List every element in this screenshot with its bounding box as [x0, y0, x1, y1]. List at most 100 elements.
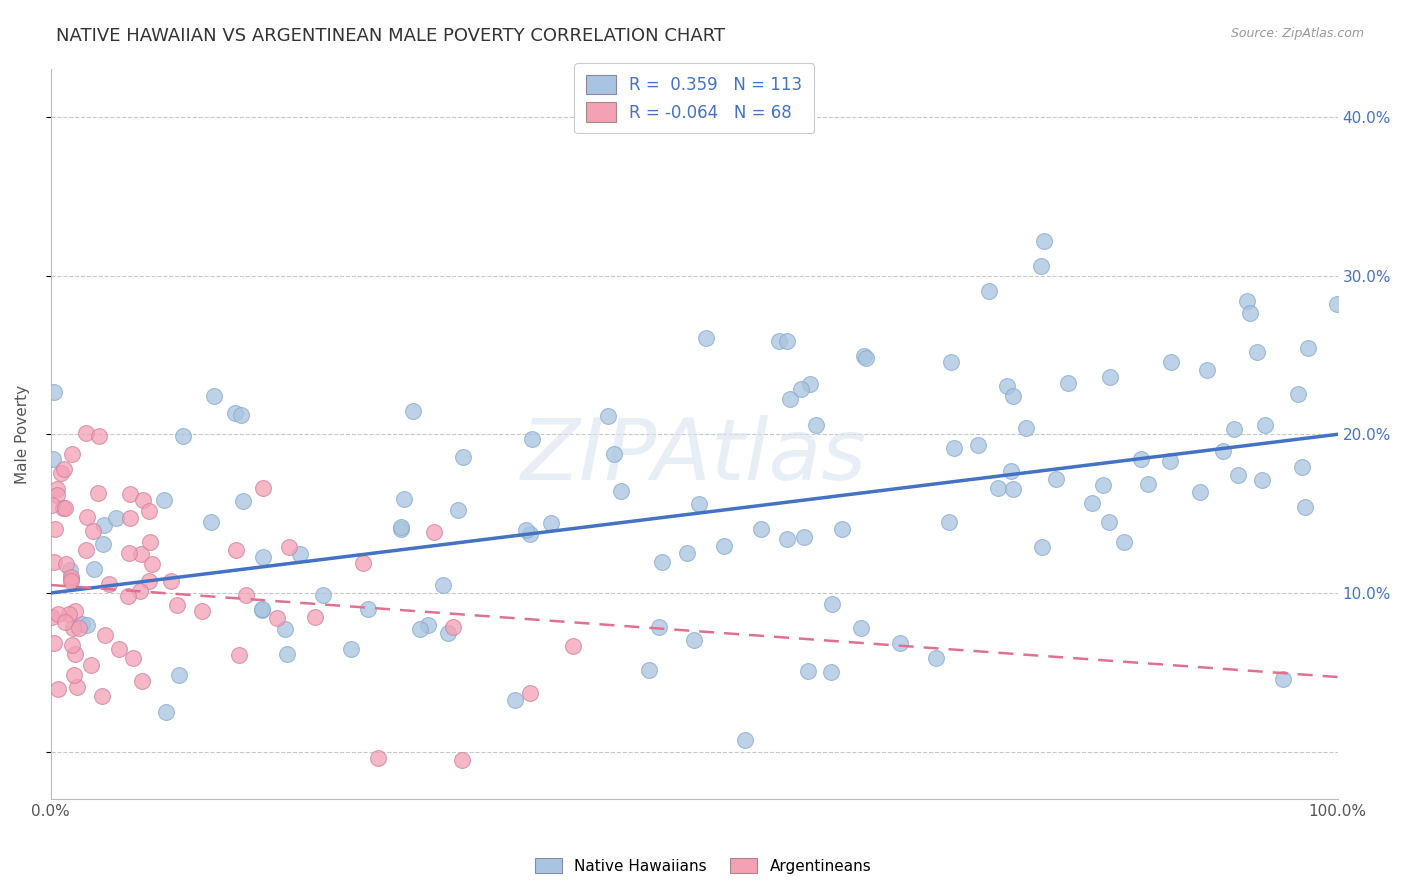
Point — [695, 331, 717, 345]
Point — [995, 378, 1018, 392]
Point — [70, 616, 93, 631]
Point — [1031, 540, 1053, 554]
Point — [799, 376, 821, 391]
Point — [42, 636, 65, 650]
Point — [235, 588, 257, 602]
Point — [831, 522, 853, 536]
Point — [200, 515, 222, 529]
Point — [225, 542, 247, 557]
Point — [1223, 422, 1246, 436]
Point — [889, 636, 911, 650]
Point — [1001, 389, 1024, 403]
Point — [167, 668, 190, 682]
Point — [105, 510, 128, 524]
Point — [1015, 420, 1038, 434]
Point — [776, 532, 799, 546]
Point — [520, 432, 543, 446]
Text: NATIVE HAWAIIAN VS ARGENTINEAN MALE POVERTY CORRELATION CHART: NATIVE HAWAIIAN VS ARGENTINEAN MALE POVE… — [56, 27, 725, 45]
Point — [159, 574, 181, 588]
Point — [651, 555, 673, 569]
Point — [562, 639, 585, 653]
Point — [152, 492, 174, 507]
Point — [117, 546, 139, 560]
Point — [1092, 477, 1115, 491]
Point — [450, 753, 472, 767]
Point — [62, 668, 84, 682]
Point — [138, 504, 160, 518]
Point — [749, 522, 772, 536]
Point — [60, 447, 83, 461]
Point — [76, 617, 98, 632]
Point — [409, 622, 432, 636]
Point — [276, 647, 298, 661]
Point — [65, 647, 87, 661]
Point — [637, 663, 659, 677]
Point — [688, 497, 710, 511]
Point — [1227, 468, 1250, 483]
Point — [41, 610, 63, 624]
Point — [357, 601, 380, 615]
Point — [139, 535, 162, 549]
Point — [1291, 460, 1313, 475]
Point — [925, 651, 948, 665]
Point — [138, 574, 160, 588]
Point — [59, 563, 82, 577]
Point — [938, 515, 960, 529]
Point — [59, 570, 82, 584]
Point — [75, 425, 97, 440]
Point — [60, 638, 83, 652]
Point — [91, 537, 114, 551]
Point — [141, 557, 163, 571]
Point — [252, 602, 274, 616]
Point — [98, 577, 121, 591]
Point — [1286, 387, 1309, 401]
Point — [44, 522, 66, 536]
Point — [401, 404, 423, 418]
Point — [340, 641, 363, 656]
Point — [62, 621, 84, 635]
Point — [821, 597, 844, 611]
Point — [855, 351, 877, 365]
Point — [252, 549, 274, 564]
Point — [117, 589, 139, 603]
Point — [987, 482, 1010, 496]
Point — [734, 732, 756, 747]
Point — [48, 607, 70, 622]
Point — [1029, 259, 1052, 273]
Point — [596, 409, 619, 423]
Point — [87, 429, 110, 443]
Legend: Native Hawaiians, Argentineans: Native Hawaiians, Argentineans — [529, 852, 877, 880]
Point — [108, 641, 131, 656]
Point — [55, 557, 77, 571]
Point — [67, 621, 90, 635]
Point — [94, 628, 117, 642]
Point — [852, 350, 875, 364]
Point — [224, 407, 246, 421]
Point — [603, 447, 626, 461]
Point — [610, 483, 633, 498]
Point — [352, 556, 374, 570]
Point — [91, 689, 114, 703]
Point — [278, 541, 301, 555]
Point — [820, 665, 842, 680]
Point — [519, 526, 541, 541]
Point — [41, 498, 63, 512]
Point — [250, 603, 273, 617]
Point — [789, 382, 811, 396]
Point — [122, 651, 145, 665]
Point — [432, 578, 454, 592]
Point — [392, 492, 415, 507]
Point — [793, 530, 815, 544]
Point — [65, 604, 87, 618]
Point — [446, 502, 468, 516]
Point — [768, 334, 790, 348]
Point — [58, 607, 80, 621]
Point — [266, 611, 288, 625]
Point — [1056, 376, 1078, 390]
Point — [967, 438, 990, 452]
Point — [59, 574, 82, 588]
Point — [1294, 500, 1316, 514]
Point — [59, 572, 82, 586]
Point — [86, 485, 108, 500]
Point — [1236, 293, 1258, 308]
